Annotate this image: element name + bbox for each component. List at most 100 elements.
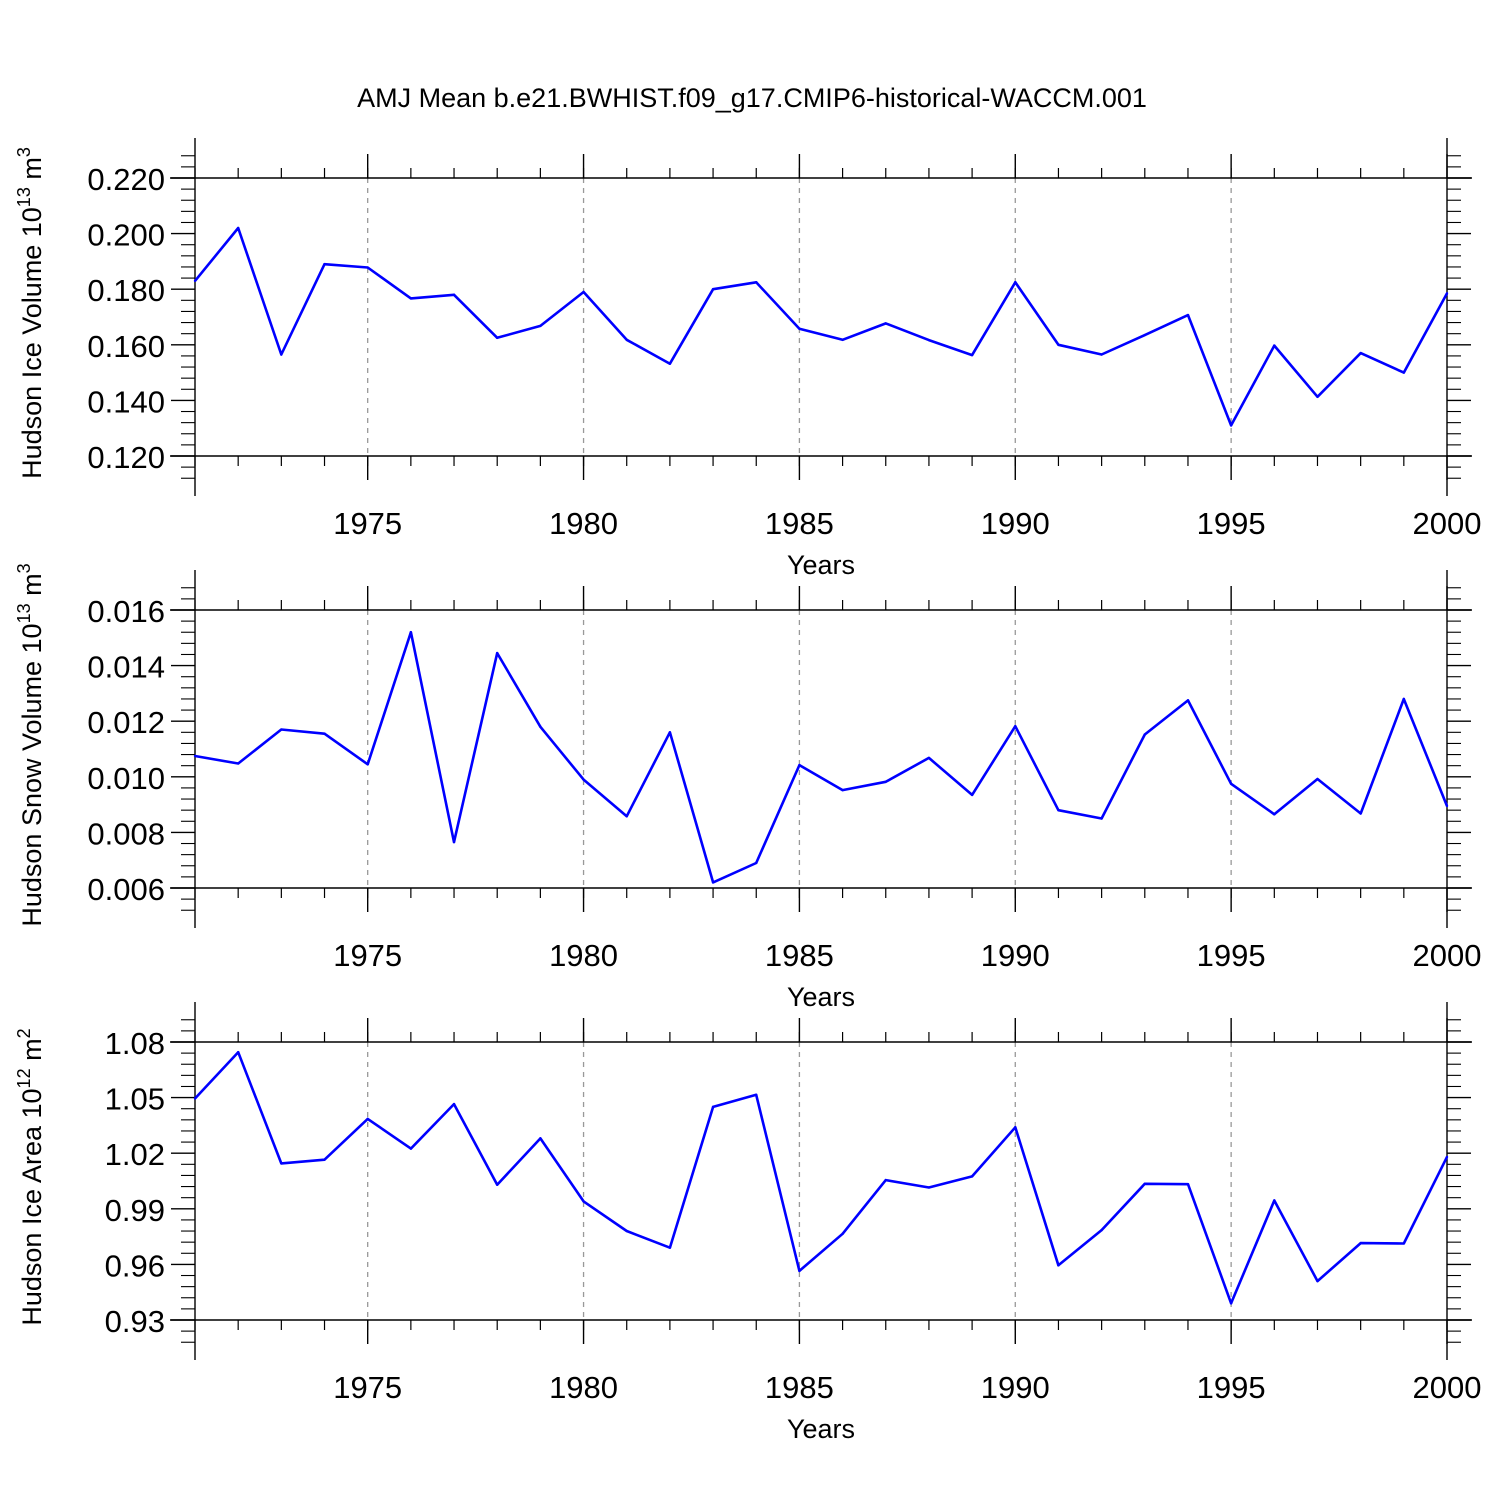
- data-point-1993: [1143, 733, 1146, 736]
- data-point-1972: [236, 762, 240, 765]
- data-point-1973: [280, 1162, 283, 1165]
- data-point-1996: [1273, 1199, 1276, 1202]
- x-tick-label: 1990: [981, 506, 1050, 541]
- y-axis-title: Hudson Ice Area 1012 m2: [14, 1028, 47, 1325]
- data-point-1987: [884, 780, 887, 784]
- x-axis-title: Years: [787, 550, 855, 580]
- data-point-1985: [798, 1269, 801, 1273]
- data-point-1991: [1057, 1264, 1060, 1267]
- y-tick-label: 0.014: [87, 650, 165, 685]
- data-point-1989: [970, 793, 974, 797]
- data-point-1980: [582, 778, 585, 781]
- data-point-1995: [1229, 1302, 1233, 1305]
- data-point-1980: [582, 290, 585, 294]
- data-point-1983: [711, 881, 715, 884]
- y-axis-title: Hudson Snow Volume 1013 m3: [14, 563, 47, 926]
- y-tick-label: 0.006: [87, 872, 165, 907]
- y-tick-label: 0.008: [87, 816, 165, 851]
- y-tick-label: 1.08: [105, 1026, 165, 1061]
- x-axis-title: Years: [787, 1414, 855, 1444]
- y-tick-label: 0.120: [87, 440, 165, 475]
- y-tick-label: 0.160: [87, 329, 165, 364]
- data-point-1993: [1143, 333, 1146, 337]
- data-point-1982: [668, 731, 672, 734]
- data-point-1987: [884, 1178, 887, 1182]
- data-point-1998: [1359, 1241, 1362, 1245]
- data-point-1980: [582, 1200, 585, 1203]
- data-point-1977: [452, 1102, 456, 1106]
- data-point-1988: [927, 1186, 931, 1189]
- data-point-1975: [366, 1117, 369, 1121]
- x-tick-label: 1980: [549, 938, 618, 973]
- y-tick-label: 0.016: [87, 594, 165, 629]
- data-point-1973: [280, 728, 283, 731]
- data-point-1997: [1316, 395, 1319, 398]
- data-point-1984: [755, 1093, 758, 1097]
- data-point-1978: [496, 336, 499, 340]
- data-point-1982: [668, 362, 672, 365]
- data-point-1995: [1229, 782, 1233, 785]
- y-tick-label: 0.99: [105, 1193, 165, 1228]
- data-point-1995: [1229, 424, 1233, 427]
- x-tick-label: 1975: [333, 506, 402, 541]
- figure-title: AMJ Mean b.e21.BWHIST.f09_g17.CMIP6-hist…: [357, 83, 1147, 113]
- data-point-1979: [539, 324, 542, 328]
- panel-3: 0.93 0.96 0.99 1.02 1.05 1.08 1975 1980 1985 1990…: [14, 1002, 1481, 1444]
- data-point-1978: [496, 651, 499, 655]
- data-point-1986: [841, 788, 844, 792]
- data-point-1981: [625, 1229, 628, 1233]
- x-tick-label: 2000: [1413, 506, 1482, 541]
- x-tick-label: 1990: [981, 1370, 1050, 1405]
- data-point-1971: [193, 754, 197, 758]
- data-point-1991: [1057, 808, 1060, 812]
- data-point-1999: [1402, 371, 1406, 374]
- data-point-1979: [539, 725, 542, 728]
- x-tick-label: 1995: [1197, 506, 1266, 541]
- data-point-1972: [236, 1050, 240, 1054]
- data-point-1981: [625, 815, 628, 818]
- data-point-1984: [755, 861, 758, 865]
- y-tick-label: 0.140: [87, 384, 165, 419]
- data-point-1992: [1100, 353, 1103, 356]
- x-axis-title: Years: [787, 982, 855, 1012]
- y-tick-label: 0.93: [105, 1304, 165, 1339]
- data-point-1994: [1186, 1182, 1190, 1186]
- data-point-1994: [1186, 699, 1190, 702]
- data-point-1996: [1273, 813, 1276, 816]
- y-tick-label: 0.010: [87, 761, 165, 796]
- data-point-1993: [1143, 1182, 1146, 1185]
- data-point-1971: [193, 1097, 197, 1100]
- x-tick-label: 2000: [1413, 938, 1482, 973]
- data-point-1975: [366, 763, 369, 766]
- x-tick-label: 1990: [981, 938, 1050, 973]
- data-point-1979: [539, 1137, 542, 1140]
- data-point-1984: [755, 281, 758, 284]
- y-axis-title: Hudson Ice Volume 1013 m3: [14, 147, 47, 479]
- data-point-1983: [711, 1105, 715, 1109]
- data-point-2000: [1445, 1155, 1449, 1159]
- data-point-1997: [1316, 777, 1319, 781]
- x-tick-label: 1985: [765, 506, 834, 541]
- series-line: [194, 630, 1449, 884]
- panel-2: 0.006 0.008 0.010 0.012 0.014 0.016 1975 1980 19…: [14, 563, 1481, 1012]
- data-point-1981: [625, 338, 628, 341]
- data-point-1998: [1359, 351, 1362, 355]
- data-point-1973: [280, 353, 283, 356]
- data-point-1989: [970, 353, 974, 357]
- data-point-1988: [927, 338, 931, 342]
- y-tick-label: 0.012: [87, 705, 165, 740]
- data-point-1974: [323, 262, 326, 266]
- data-point-1990: [1014, 1126, 1017, 1129]
- data-point-1974: [323, 1158, 326, 1161]
- y-tick-label: 1.02: [105, 1137, 165, 1172]
- panel-1: 0.120 0.140 0.160 0.180 0.200 0.220 1975 1980 19…: [14, 138, 1481, 580]
- data-point-1998: [1359, 812, 1362, 815]
- data-point-1988: [927, 756, 931, 760]
- data-point-1997: [1316, 1279, 1319, 1283]
- data-point-1989: [970, 1175, 974, 1178]
- x-tick-label: 1995: [1197, 938, 1266, 973]
- x-tick-label: 1980: [549, 1370, 618, 1405]
- data-point-1992: [1100, 1228, 1103, 1232]
